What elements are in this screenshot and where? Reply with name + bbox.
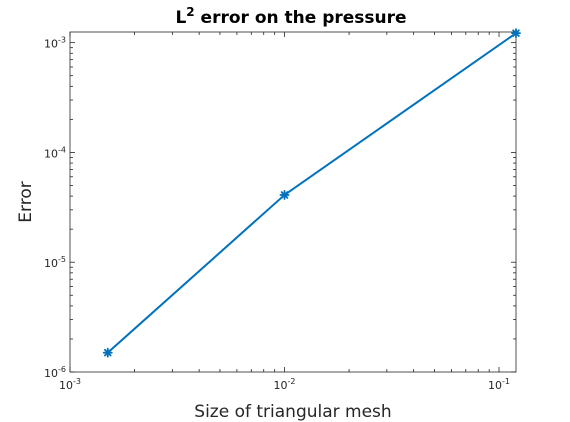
y-tick-labels: 10-610-510-410-3 <box>44 36 66 380</box>
y-tick-base: 10 <box>44 367 58 380</box>
y-tick-base: 10 <box>44 147 58 160</box>
x-tick-base: 10 <box>274 379 288 392</box>
x-tick-base: 10 <box>59 379 73 392</box>
chart-title: L2 error on the pressure <box>175 5 406 28</box>
axis-ticks <box>69 32 516 373</box>
x-tick-label: 10-2 <box>274 377 296 392</box>
y-tick-base: 10 <box>44 257 58 270</box>
data-point-marker <box>511 28 521 39</box>
data-point-marker <box>102 347 113 358</box>
marker-stroke <box>280 191 289 199</box>
x-tick-label: 10-1 <box>488 377 510 392</box>
x-tick-label: 10-3 <box>59 377 81 392</box>
data-point-marker <box>279 190 290 200</box>
marker-stroke <box>103 348 112 357</box>
x-tick-exponent: -1 <box>502 377 510 386</box>
y-tick-label: 10-6 <box>44 365 66 380</box>
marker-stroke <box>512 29 520 37</box>
y-tick-exponent: -3 <box>58 36 66 45</box>
x-axis-label: Size of triangular mesh <box>194 402 391 422</box>
series-layer <box>102 28 521 358</box>
x-tick-exponent: -2 <box>288 377 296 386</box>
chart-title-base: L <box>175 8 186 28</box>
y-tick-base: 10 <box>44 38 58 51</box>
y-tick-label: 10-3 <box>44 36 66 51</box>
x-tick-labels: 10-3 10-2 10-1 <box>59 377 510 392</box>
chart-title-rest: error on the pressure <box>195 8 407 28</box>
y-tick-label: 10-5 <box>44 255 66 270</box>
y-tick-exponent: -5 <box>58 255 66 264</box>
y-tick-exponent: -6 <box>58 365 66 374</box>
plot-area <box>69 31 517 373</box>
x-tick-exponent: -3 <box>73 377 81 386</box>
x-tick-base: 10 <box>488 379 502 392</box>
y-axis-label: Error <box>16 181 36 222</box>
y-tick-exponent: -4 <box>58 145 66 154</box>
chart-title-superscript: 2 <box>186 5 194 19</box>
y-tick-label: 10-4 <box>44 145 66 160</box>
